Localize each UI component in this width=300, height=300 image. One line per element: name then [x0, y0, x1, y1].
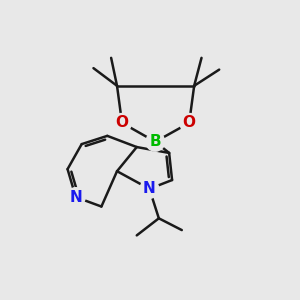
Text: B: B — [149, 134, 161, 149]
Circle shape — [180, 113, 199, 132]
Circle shape — [66, 188, 85, 206]
Circle shape — [112, 113, 131, 132]
Circle shape — [140, 179, 159, 198]
Circle shape — [146, 132, 165, 151]
Text: N: N — [69, 190, 82, 205]
Text: O: O — [116, 116, 128, 130]
Text: O: O — [183, 116, 196, 130]
Text: N: N — [143, 182, 156, 196]
